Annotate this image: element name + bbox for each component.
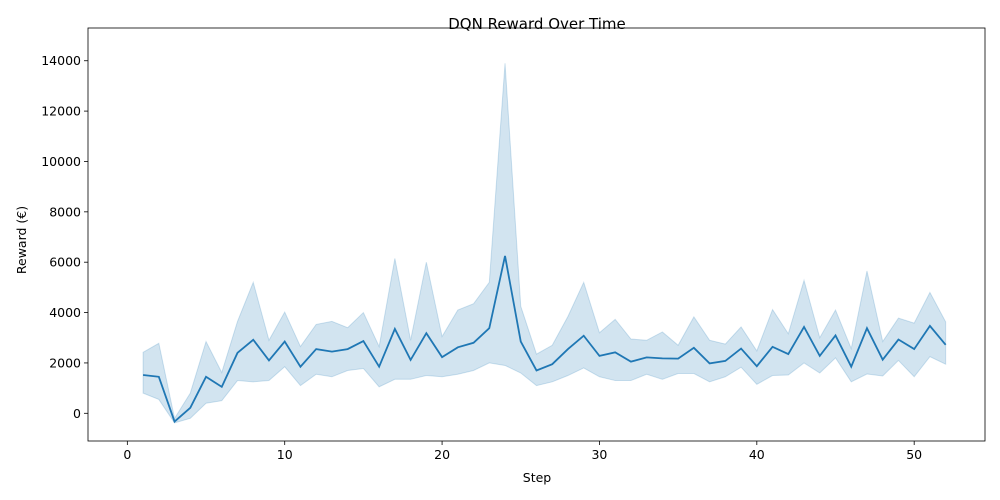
x-tick-label: 50 (906, 447, 922, 462)
y-tick-label: 8000 (49, 204, 81, 219)
confidence-band (142, 63, 947, 424)
y-tick-label: 2000 (49, 355, 81, 370)
y-tick-label: 14000 (41, 53, 81, 68)
y-tick-label: 10000 (41, 154, 81, 169)
x-tick-label: 20 (434, 447, 450, 462)
x-axis-label: Step (523, 470, 552, 485)
x-tick-label: 40 (749, 447, 765, 462)
mean-reward-line (142, 255, 947, 424)
y-axis-label: Reward (€) (14, 206, 29, 274)
x-tick-label: 30 (591, 447, 607, 462)
y-tick-label: 4000 (49, 305, 81, 320)
y-tick-label: 6000 (49, 255, 81, 270)
x-tick-label: 0 (123, 447, 131, 462)
y-tick-label: 0 (73, 406, 81, 421)
y-tick-label: 12000 (41, 104, 81, 119)
chart-title: DQN Reward Over Time (448, 15, 626, 33)
plot-frame (87, 27, 986, 442)
x-tick-label: 10 (277, 447, 293, 462)
